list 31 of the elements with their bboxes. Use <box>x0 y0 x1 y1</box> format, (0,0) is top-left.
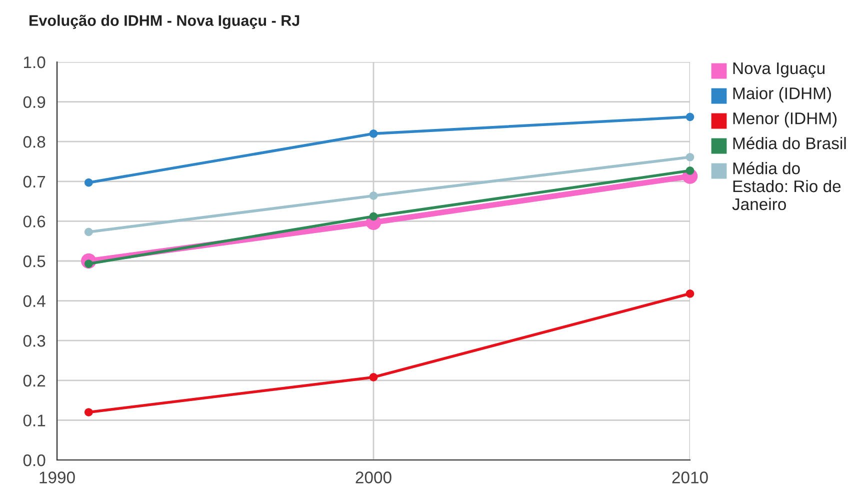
y-tick-label: 0.5 <box>23 255 46 268</box>
y-tick-label: 0.1 <box>23 414 46 426</box>
point <box>686 152 694 162</box>
y-tick-label: 0.8 <box>23 136 46 148</box>
point <box>369 192 378 200</box>
point <box>84 228 93 236</box>
y-tick-label: 0.0 <box>23 454 46 466</box>
y-tick-label: 0.2 <box>23 374 46 387</box>
x-tick-label: 1990 <box>40 472 75 484</box>
x-tick-label: 2010 <box>672 472 708 484</box>
y-tick-label: 0.6 <box>23 216 46 228</box>
point <box>686 166 694 175</box>
y-tick-label: 0.7 <box>23 176 46 188</box>
legend-label: Média do Estado: Rio de Janeiro <box>732 162 841 210</box>
y-tick-label: 0.3 <box>23 335 46 347</box>
point <box>369 373 378 382</box>
point <box>686 289 694 298</box>
point <box>369 129 378 138</box>
y-tick-label: 0.4 <box>23 295 46 308</box>
legend-label: Menor (IDHM) <box>733 112 837 128</box>
point <box>84 178 93 187</box>
legend-label: Maior (IDHM) <box>733 87 831 103</box>
x-tick-label: 2000 <box>356 472 392 484</box>
point <box>369 212 378 221</box>
point <box>84 408 93 416</box>
legend-label: Média do Brasil <box>733 136 846 150</box>
legend-label: Nova Iguaçu <box>733 62 824 78</box>
y-tick-label: 1.0 <box>24 56 46 68</box>
point <box>686 112 694 122</box>
chart-title: Evolução do IDHM - Nova Iguaçu - RJ <box>30 14 300 30</box>
y-tick-label: 0.9 <box>23 96 46 108</box>
